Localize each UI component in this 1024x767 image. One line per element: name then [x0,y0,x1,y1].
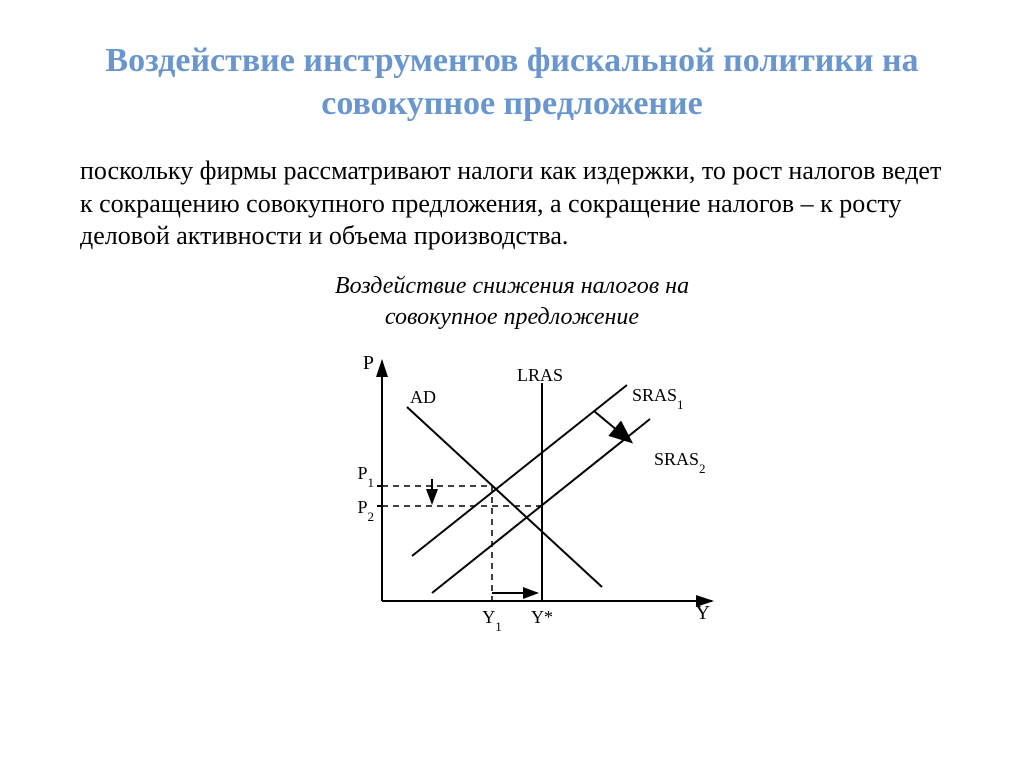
body-paragraph: поскольку фирмы рассматривают налоги как… [50,155,974,253]
chart-label-Ystar: Y* [531,607,553,627]
chart-label-LRAS: LRAS [517,365,563,385]
chart-label-Y: Y [696,602,710,624]
chart-label-Y1: Y1 [482,607,502,634]
chart-label-P: P [363,352,374,374]
chart-label-AD: AD [410,387,436,407]
chart-label-SRAS1: SRAS1 [632,385,684,412]
caption-line-2: совокупное предложение [385,304,639,330]
chart-caption: Воздействие снижения налогов на совокупн… [50,271,974,333]
supply-demand-chart: P Y AD LRAS SRAS1 SRAS2 P1 P2 Y1 Y* [292,341,732,641]
chart-label-P2: P2 [357,497,374,524]
chart-container: P Y AD LRAS SRAS1 SRAS2 P1 P2 Y1 Y* [50,341,974,641]
caption-line-1: Воздействие снижения налогов на [335,273,689,299]
chart-label-SRAS2: SRAS2 [654,449,706,476]
slide-title: Воздействие инструментов фискальной поли… [50,40,974,125]
chart-label-P1: P1 [357,463,374,490]
